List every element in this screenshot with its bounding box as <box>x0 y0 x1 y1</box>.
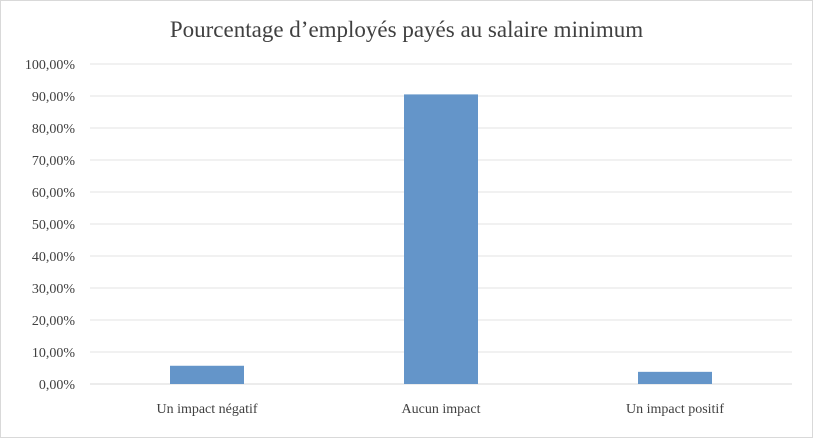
y-axis-ticks: 0,00% 10,00% 20,00% 30,00% 40,00% 50,00% 60,00… <box>25 58 76 393</box>
y-tick-label: 20,00% <box>32 314 76 329</box>
bar <box>404 94 478 385</box>
y-tick-label: 90,00% <box>32 90 76 105</box>
bar <box>170 365 244 384</box>
x-category-label: Un impact négatif <box>156 402 257 417</box>
y-tick-label: 40,00% <box>32 250 76 265</box>
y-tick-label: 10,00% <box>32 346 76 361</box>
y-tick-label: 0,00% <box>39 378 76 393</box>
x-axis-labels: Un impact négatif Aucun impact Un impact p… <box>156 402 724 417</box>
x-category-label: Aucun impact <box>402 402 481 417</box>
bars <box>170 94 712 385</box>
x-category-label: Un impact positif <box>626 402 724 417</box>
y-tick-label: 100,00% <box>25 58 76 73</box>
bar <box>638 371 712 384</box>
y-tick-label: 60,00% <box>32 186 76 201</box>
y-tick-label: 30,00% <box>32 282 76 297</box>
chart-title: Pourcentage d’employés payés au salaire … <box>169 17 644 42</box>
y-tick-label: 50,00% <box>32 218 76 233</box>
y-tick-label: 70,00% <box>32 154 76 169</box>
y-tick-label: 80,00% <box>32 122 76 137</box>
